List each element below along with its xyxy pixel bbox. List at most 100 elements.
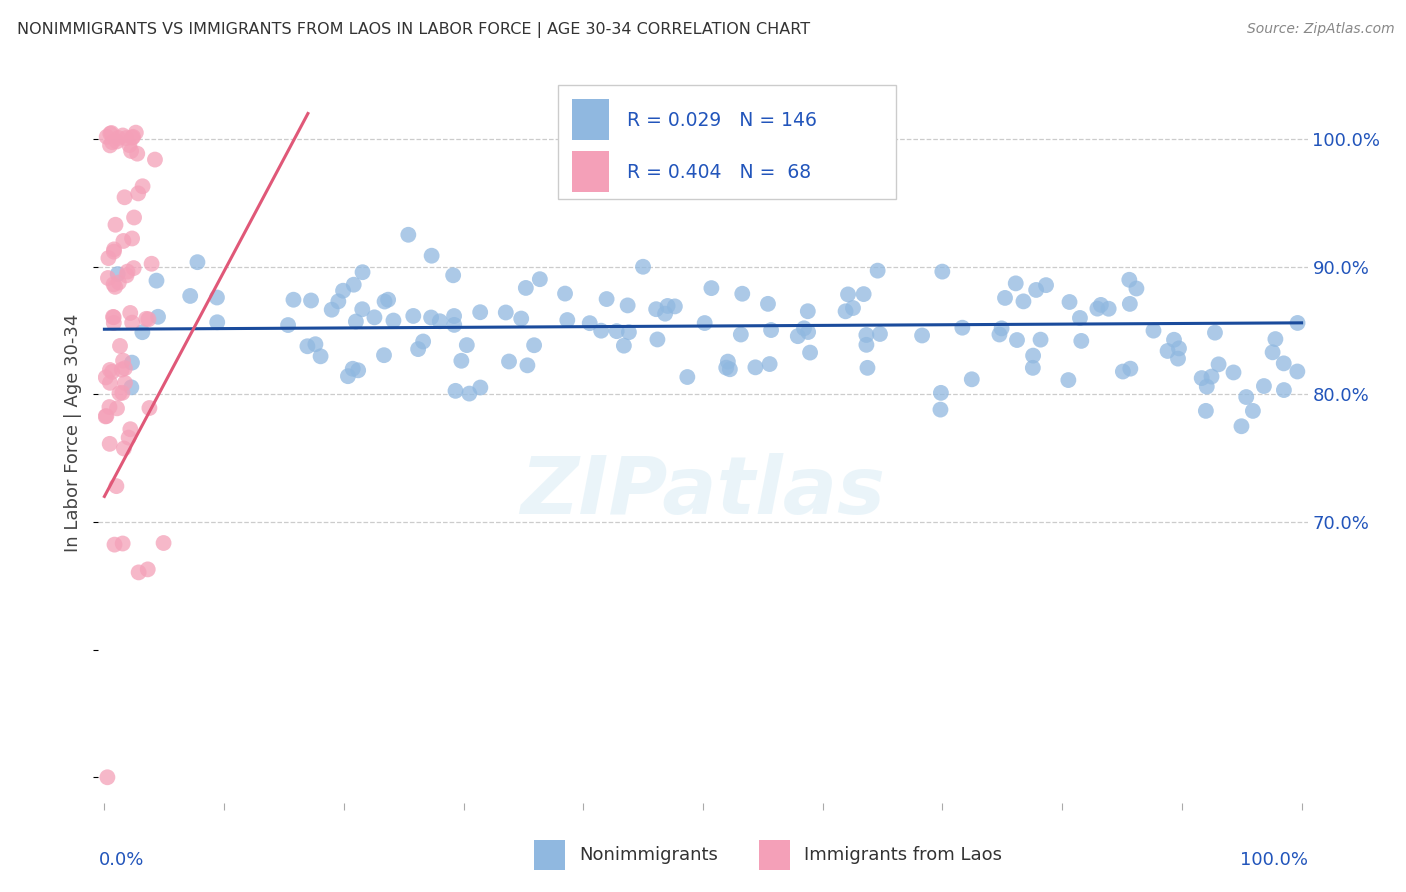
Point <box>470 305 492 319</box>
Point <box>1234 390 1257 404</box>
Text: R = 0.404   N =  68: R = 0.404 N = 68 <box>627 162 811 181</box>
Point <box>114 190 136 204</box>
Point <box>122 261 145 276</box>
Point <box>1119 297 1142 311</box>
Point <box>515 281 537 295</box>
Point <box>304 337 326 351</box>
Point <box>127 146 149 161</box>
Point <box>127 186 149 201</box>
Point <box>205 315 228 329</box>
Point <box>120 306 142 320</box>
Point <box>716 360 738 375</box>
Point <box>759 323 782 337</box>
Point <box>363 310 385 325</box>
Point <box>1264 332 1286 346</box>
Bar <box>572 99 609 140</box>
Point <box>554 286 576 301</box>
Point <box>112 442 135 456</box>
Point <box>108 276 131 290</box>
Point <box>1272 383 1295 397</box>
Point <box>842 301 865 315</box>
Point <box>104 280 127 294</box>
Point <box>115 268 138 283</box>
Point <box>146 310 169 324</box>
Point <box>731 286 754 301</box>
Point <box>617 325 640 339</box>
Point <box>112 353 135 368</box>
Point <box>352 265 374 279</box>
Point <box>758 357 780 371</box>
Point <box>121 231 143 245</box>
Point <box>420 310 443 325</box>
Point <box>1272 356 1295 370</box>
Point <box>960 372 983 386</box>
Point <box>96 409 118 423</box>
Point <box>344 314 367 328</box>
Point <box>616 298 638 312</box>
Point <box>1208 357 1230 371</box>
Point <box>1087 301 1109 316</box>
Point <box>657 299 679 313</box>
Point <box>1098 301 1121 316</box>
Point <box>1241 404 1264 418</box>
Point <box>516 359 538 373</box>
Point <box>645 302 668 317</box>
Point <box>205 291 228 305</box>
Point <box>377 293 399 307</box>
Point <box>374 294 396 309</box>
Point <box>444 384 467 398</box>
Point <box>94 409 117 424</box>
Point <box>1222 366 1244 380</box>
Point <box>152 536 174 550</box>
Point <box>1261 345 1284 359</box>
Point <box>135 311 157 326</box>
Point <box>332 284 354 298</box>
Point <box>125 126 148 140</box>
Text: R = 0.029   N = 146: R = 0.029 N = 146 <box>627 111 817 129</box>
Point <box>510 311 533 326</box>
Point <box>98 376 121 390</box>
Point <box>1142 324 1164 338</box>
Point <box>179 289 201 303</box>
Point <box>98 127 121 141</box>
Point <box>143 153 166 167</box>
Point <box>654 307 676 321</box>
Point <box>799 345 821 359</box>
Point <box>606 324 628 338</box>
Point <box>373 348 395 362</box>
Point <box>1204 326 1226 340</box>
FancyBboxPatch shape <box>558 85 897 200</box>
Point <box>797 325 820 339</box>
Point <box>107 131 129 145</box>
Point <box>121 316 143 330</box>
Point <box>396 227 419 242</box>
Point <box>1059 295 1081 310</box>
Point <box>112 234 135 248</box>
Point <box>441 268 464 283</box>
Point <box>347 363 370 377</box>
Point <box>104 218 127 232</box>
Point <box>120 144 142 158</box>
Point <box>578 316 600 330</box>
Point <box>120 380 142 394</box>
Point <box>406 342 429 356</box>
Point <box>1167 351 1189 366</box>
Point <box>1004 277 1026 291</box>
Point <box>744 360 766 375</box>
Point <box>911 328 934 343</box>
Point <box>1156 343 1178 358</box>
Point <box>382 313 405 327</box>
Point <box>297 339 319 353</box>
Point <box>797 304 820 318</box>
Point <box>118 431 141 445</box>
Point <box>529 272 551 286</box>
Point <box>103 538 125 552</box>
Point <box>443 309 465 323</box>
Point <box>1195 404 1218 418</box>
Y-axis label: In Labor Force | Age 30-34: In Labor Force | Age 30-34 <box>65 313 83 552</box>
Point <box>1112 365 1135 379</box>
Point <box>97 251 120 265</box>
Point <box>108 339 131 353</box>
Point <box>929 385 952 400</box>
Point <box>717 354 740 368</box>
